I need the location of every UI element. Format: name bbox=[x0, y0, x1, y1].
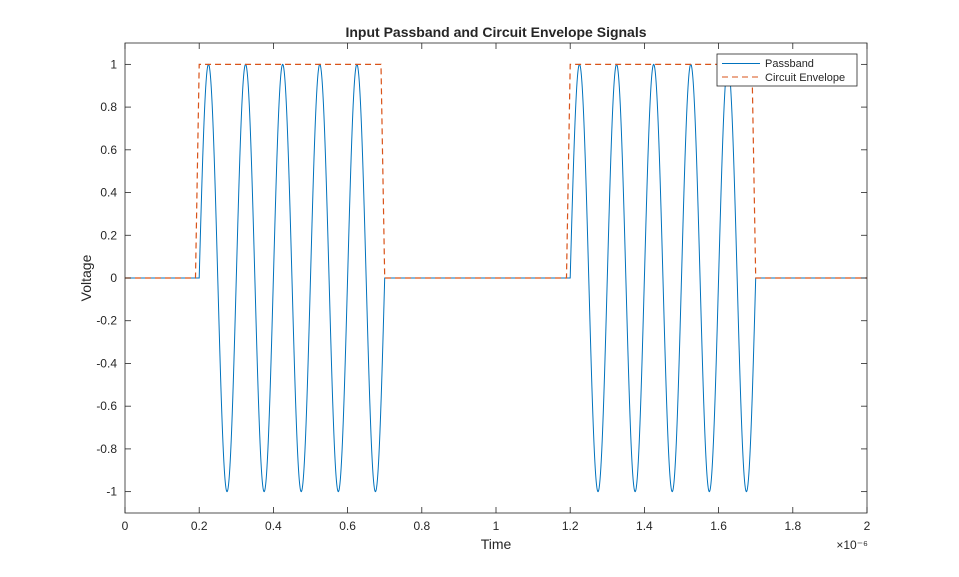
legend-envelope-label: Circuit Envelope bbox=[765, 72, 845, 84]
legend: Passband Circuit Envelope bbox=[716, 53, 858, 87]
series-layer bbox=[125, 63, 867, 493]
x-tick-label: 0.4 bbox=[265, 519, 282, 533]
y-tick-label: 0.8 bbox=[100, 100, 117, 114]
y-tick-label: 0 bbox=[110, 271, 117, 285]
y-axis-label: Voltage bbox=[78, 254, 94, 301]
x-tick-label: 0 bbox=[122, 519, 129, 533]
legend-box bbox=[716, 53, 858, 87]
series-circuit-envelope-line bbox=[125, 63, 867, 279]
x-tick-label: 1.6 bbox=[710, 519, 727, 533]
x-tick-label: 0.8 bbox=[413, 519, 430, 533]
x-axis-label: Time bbox=[481, 536, 512, 552]
x-tick-label: 0.6 bbox=[339, 519, 356, 533]
y-tick-label: 0.6 bbox=[100, 143, 117, 157]
x-axis-exponent-label: ×10⁻⁶ bbox=[836, 538, 868, 552]
y-tick-label: -0.2 bbox=[96, 314, 117, 328]
y-tick-label: -0.6 bbox=[96, 399, 117, 413]
x-tick-label: 1.8 bbox=[784, 519, 801, 533]
x-tick-label: 1 bbox=[493, 519, 500, 533]
tick-layer: 0 0.2 0.4 0.6 0.8 1 1.2 1.4 1.6 1.8 2 -1 -0.8 -0.6 -0.… bbox=[96, 43, 871, 533]
x-tick-label: 2 bbox=[864, 519, 871, 533]
y-tick-label: -1 bbox=[106, 485, 117, 499]
y-tick-label: 0.2 bbox=[100, 228, 117, 242]
legend-passband-label: Passband bbox=[765, 58, 814, 70]
y-tick-label: 1 bbox=[110, 57, 117, 71]
x-tick-label: 0.2 bbox=[191, 519, 208, 533]
y-tick-label: -0.4 bbox=[96, 356, 117, 370]
chart-title: Input Passband and Circuit Envelope Sign… bbox=[345, 24, 646, 40]
x-tick-label: 1.2 bbox=[562, 519, 579, 533]
x-tick-label: 1.4 bbox=[636, 519, 653, 533]
y-tick-label: -0.8 bbox=[96, 442, 117, 456]
y-tick-label: 0.4 bbox=[100, 186, 117, 200]
